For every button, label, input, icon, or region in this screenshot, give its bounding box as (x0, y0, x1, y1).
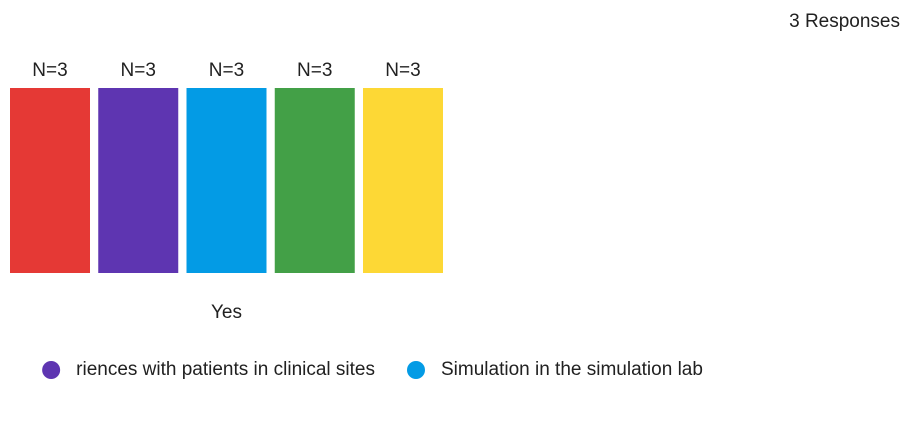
bar (363, 88, 443, 273)
value-label: N=3 (32, 60, 67, 81)
bar (98, 88, 179, 273)
x-tick-label: Yes (211, 302, 242, 323)
bar (186, 88, 267, 273)
legend-marker (407, 361, 425, 379)
value-label: N=3 (297, 60, 332, 81)
value-label: N=3 (209, 60, 244, 81)
legend-label: Simulation in the simulation lab (441, 359, 703, 380)
response-count: 3 Responses (789, 11, 900, 32)
legend-label: riences with patients in clinical sites (76, 359, 375, 380)
value-label: N=3 (385, 60, 420, 81)
value-label: N=3 (121, 60, 156, 81)
bar (274, 88, 355, 273)
legend-marker (42, 361, 61, 379)
bar (10, 88, 90, 273)
